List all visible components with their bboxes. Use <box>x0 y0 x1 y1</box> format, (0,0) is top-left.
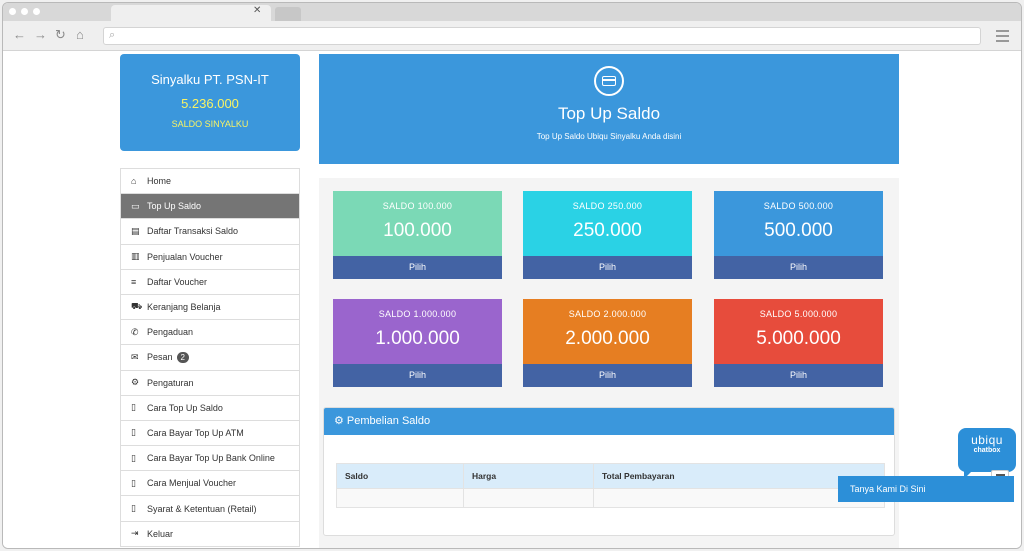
hamburger-menu-icon[interactable] <box>996 30 1009 45</box>
sidebar-item-cara-top-up-saldo[interactable]: ▯ Cara Top Up Saldo <box>121 396 299 421</box>
gear-icon: ⚙ <box>334 415 347 427</box>
browser-toolbar: ← → ↻ ⌂ ⌕ <box>3 21 1021 51</box>
table-row <box>336 488 885 508</box>
saldo-card-label: SALDO 250.000 <box>572 201 643 211</box>
pilih-button[interactable]: Pilih <box>333 256 502 279</box>
saldo-card-label: SALDO 1.000.000 <box>378 309 457 319</box>
saldo-card-value: 500.000 <box>764 220 833 241</box>
home-icon: ⌂ <box>131 176 137 187</box>
sidebar-item-pengaduan[interactable]: ✆ Pengaduan <box>121 320 299 346</box>
account-card: Sinyalku PT. PSN-IT 5.236.000 SALDO SINY… <box>120 54 300 151</box>
saldo-card-value: 2.000.000 <box>565 328 650 349</box>
cart-icon: ⛟ <box>131 301 143 312</box>
page-header: Top Up Saldo Top Up Saldo Ubiqu Sinyalku… <box>319 54 899 164</box>
table-cell <box>593 488 885 508</box>
saldo-card: SALDO 100.000 100.000 Pilih <box>333 191 502 279</box>
pilih-button[interactable]: Pilih <box>523 364 692 387</box>
sidebar-item-keluar[interactable]: ⇥ Keluar <box>121 522 299 547</box>
home-icon[interactable]: ⌂ <box>76 27 84 42</box>
file-icon: ▯ <box>131 402 136 413</box>
sidebar-item-daftar-voucher[interactable]: ≡ Daftar Voucher <box>121 270 299 295</box>
account-balance: 5.236.000 <box>181 96 239 111</box>
saldo-card-label: SALDO 2.000.000 <box>568 309 647 319</box>
close-tab-icon[interactable]: ✕ <box>253 5 262 16</box>
saldo-card: SALDO 1.000.000 1.000.000 Pilih <box>333 299 502 387</box>
credit-card-icon <box>594 66 624 96</box>
column-header-harga: Harga <box>463 463 594 489</box>
chat-brand-sub: chatbox <box>973 447 1001 454</box>
table-header-row: Saldo Harga Total Pembayaran <box>336 463 885 489</box>
saldo-card-label: SALDO 5.000.000 <box>759 309 838 319</box>
window-dot[interactable] <box>33 8 40 15</box>
back-icon[interactable]: ← <box>13 27 26 42</box>
pilih-button[interactable]: Pilih <box>714 256 883 279</box>
forward-icon[interactable]: → <box>34 27 47 42</box>
window-dot[interactable] <box>21 8 28 15</box>
gear-icon: ⚙ <box>131 377 140 388</box>
list-icon: ≡ <box>131 276 137 287</box>
purchase-table: Saldo Harga Total Pembayaran <box>336 463 885 508</box>
pilih-button[interactable]: Pilih <box>714 364 883 387</box>
saldo-card-value: 1.000.000 <box>375 328 460 349</box>
sidebar-item-syarat-ketentuan[interactable]: ▯ Syarat & Ketentuan (Retail) <box>121 496 299 522</box>
pilih-button[interactable]: Pilih <box>333 364 502 387</box>
browser-tab[interactable] <box>111 5 271 21</box>
sidebar: ⌂ Home ▭ Top Up Saldo ▤ Daftar Transaksi Sa… <box>120 168 300 547</box>
phone-icon: ✆ <box>131 326 139 337</box>
saldo-card: SALDO 5.000.000 5.000.000 Pilih <box>714 299 883 387</box>
sidebar-item-cara-bayar-atm[interactable]: ▯ Cara Bayar Top Up ATM <box>121 421 299 447</box>
saldo-card-value: 100.000 <box>383 220 452 241</box>
sidebar-item-penjualan-voucher[interactable]: ▥ Penjualan Voucher <box>121 245 299 270</box>
saldo-card-label: SALDO 500.000 <box>763 201 834 211</box>
purchase-box: ⚙ Pembelian Saldo Saldo Harga Total Pemb… <box>323 407 895 536</box>
chat-brand: ubiqu <box>971 433 1003 447</box>
saldo-card: SALDO 500.000 500.000 Pilih <box>714 191 883 279</box>
sidebar-item-daftar-transaksi-saldo[interactable]: ▤ Daftar Transaksi Saldo <box>121 219 299 245</box>
address-bar[interactable]: ⌕ <box>103 27 981 45</box>
file-icon: ▯ <box>131 503 136 514</box>
title-bar: ✕ <box>3 3 1021 21</box>
file-icon: ▯ <box>131 477 136 488</box>
saldo-card-label: SALDO 100.000 <box>382 201 453 211</box>
file-icon: ▯ <box>131 427 136 438</box>
file-icon: ▯ <box>131 452 136 463</box>
sidebar-item-pengaturan[interactable]: ⚙ Pengaturan <box>121 371 299 396</box>
column-header-saldo: Saldo <box>336 463 464 489</box>
message-count-badge: 2 <box>176 351 189 363</box>
saldo-options-panel: SALDO 100.000 100.000 Pilih SALDO 250.00… <box>319 178 899 548</box>
page-content: Sinyalku PT. PSN-IT 5.236.000 SALDO SINY… <box>3 51 1021 548</box>
page-subtitle: Top Up Saldo Ubiqu Sinyalku Anda disini <box>536 132 682 141</box>
sidebar-item-top-up-saldo[interactable]: ▭ Top Up Saldo <box>121 194 299 220</box>
sidebar-item-cara-bayar-bank-online[interactable]: ▯ Cara Bayar Top Up Bank Online <box>121 446 299 472</box>
page-title: Top Up Saldo <box>557 104 661 123</box>
sidebar-item-cara-menjual-voucher[interactable]: ▯ Cara Menjual Voucher <box>121 471 299 497</box>
table-cell <box>336 488 464 508</box>
saldo-card: SALDO 2.000.000 2.000.000 Pilih <box>523 299 692 387</box>
sidebar-item-pesan[interactable]: ✉ Pesan 2 <box>121 345 299 371</box>
chatbox-logo[interactable]: ubiqu chatbox <box>958 428 1016 479</box>
saldo-card-value: 5.000.000 <box>756 328 841 349</box>
column-header-total: Total Pembayaran <box>593 463 885 489</box>
chat-bar[interactable]: Tanya Kami Di Sini <box>838 476 1014 502</box>
bar-chart-icon: ▥ <box>131 251 140 262</box>
document-icon: ▤ <box>131 225 140 236</box>
window-dot[interactable] <box>9 8 16 15</box>
account-balance-label: SALDO SINYALKU <box>171 119 249 129</box>
table-cell <box>463 488 594 508</box>
credit-card-icon: ▭ <box>131 200 140 211</box>
purchase-header: ⚙ Pembelian Saldo <box>324 408 894 435</box>
purchase-title: Pembelian Saldo <box>346 415 431 427</box>
envelope-icon: ✉ <box>131 351 139 362</box>
new-tab-button[interactable] <box>275 7 301 21</box>
pilih-button[interactable]: Pilih <box>523 256 692 279</box>
saldo-card: SALDO 250.000 250.000 Pilih <box>523 191 692 279</box>
sidebar-item-home[interactable]: ⌂ Home <box>121 169 299 195</box>
logout-icon: ⇥ <box>131 528 139 539</box>
search-icon: ⌕ <box>109 29 116 41</box>
sidebar-item-keranjang-belanja[interactable]: ⛟ Keranjang Belanja <box>121 295 299 321</box>
reload-icon[interactable]: ↻ <box>55 27 66 42</box>
saldo-card-value: 250.000 <box>573 220 642 241</box>
account-name: Sinyalku PT. PSN-IT <box>151 72 269 87</box>
